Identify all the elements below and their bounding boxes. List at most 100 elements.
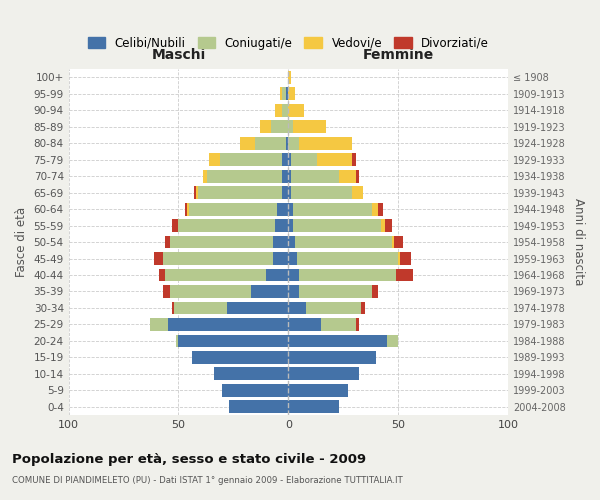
Bar (286, 136, 289, 149)
Bar (290, 186, 352, 199)
Bar (299, 136, 352, 149)
Text: Femmine: Femmine (362, 48, 434, 62)
Bar (289, 186, 290, 199)
Bar (299, 285, 372, 298)
Bar (289, 384, 347, 397)
Bar (295, 236, 392, 248)
Bar (290, 153, 317, 166)
Bar (289, 368, 359, 380)
Legend: Celibi/Nubili, Coniugati/e, Vedovi/e, Divorziati/e: Celibi/Nubili, Coniugati/e, Vedovi/e, Di… (88, 37, 489, 50)
Bar (356, 170, 359, 182)
Bar (293, 202, 372, 215)
Bar (289, 104, 304, 117)
Bar (321, 318, 356, 331)
Bar (339, 170, 356, 182)
Bar (293, 219, 380, 232)
Bar (289, 318, 321, 331)
Bar (361, 302, 365, 314)
Bar (273, 252, 289, 265)
Bar (289, 252, 297, 265)
Bar (277, 202, 289, 215)
Bar (178, 334, 289, 347)
Bar (190, 202, 277, 215)
Bar (379, 202, 383, 215)
Bar (385, 219, 392, 232)
Text: Maschi: Maschi (151, 48, 206, 62)
Bar (289, 153, 290, 166)
Bar (282, 87, 286, 100)
Bar (229, 400, 289, 413)
Bar (297, 252, 398, 265)
Bar (167, 318, 289, 331)
Bar (387, 334, 398, 347)
Bar (289, 351, 376, 364)
Bar (240, 136, 256, 149)
Bar (289, 400, 339, 413)
Bar (163, 285, 170, 298)
Bar (271, 120, 289, 133)
Bar (207, 170, 282, 182)
Bar (352, 186, 363, 199)
Bar (289, 302, 306, 314)
Bar (198, 186, 282, 199)
Y-axis label: Fasce di età: Fasce di età (15, 207, 28, 277)
Bar (372, 202, 379, 215)
Bar (163, 252, 273, 265)
Bar (256, 136, 286, 149)
Bar (289, 136, 299, 149)
Bar (317, 153, 352, 166)
Bar (220, 153, 282, 166)
Bar (260, 120, 271, 133)
Bar (275, 104, 282, 117)
Bar (282, 153, 289, 166)
Bar (223, 384, 289, 397)
Bar (372, 285, 379, 298)
Bar (176, 334, 178, 347)
Bar (286, 87, 289, 100)
Bar (289, 202, 293, 215)
Bar (356, 318, 359, 331)
Bar (280, 87, 282, 100)
Bar (170, 285, 251, 298)
Bar (203, 170, 207, 182)
Bar (282, 170, 289, 182)
Bar (396, 268, 413, 281)
Bar (289, 120, 293, 133)
Bar (289, 236, 295, 248)
Bar (166, 268, 266, 281)
Text: Popolazione per età, sesso e stato civile - 2009: Popolazione per età, sesso e stato civil… (12, 452, 366, 466)
Bar (299, 268, 396, 281)
Bar (178, 219, 275, 232)
Bar (166, 236, 170, 248)
Y-axis label: Anni di nascita: Anni di nascita (572, 198, 585, 286)
Bar (290, 170, 339, 182)
Bar (159, 268, 166, 281)
Bar (282, 104, 289, 117)
Bar (214, 368, 289, 380)
Bar (266, 268, 289, 281)
Text: COMUNE DI PIANDIMELETO (PU) - Dati ISTAT 1° gennaio 2009 - Elaborazione TUTTITAL: COMUNE DI PIANDIMELETO (PU) - Dati ISTAT… (12, 476, 403, 485)
Bar (289, 170, 290, 182)
Bar (392, 236, 394, 248)
Bar (306, 302, 361, 314)
Bar (289, 71, 290, 84)
Bar (398, 252, 400, 265)
Bar (172, 219, 178, 232)
Bar (251, 285, 289, 298)
Bar (227, 302, 289, 314)
Bar (174, 302, 227, 314)
Bar (273, 236, 289, 248)
Bar (289, 87, 295, 100)
Bar (185, 202, 187, 215)
Bar (282, 186, 289, 199)
Bar (289, 334, 387, 347)
Bar (380, 219, 385, 232)
Bar (194, 186, 196, 199)
Bar (196, 186, 198, 199)
Bar (172, 302, 174, 314)
Bar (191, 351, 289, 364)
Bar (289, 268, 299, 281)
Bar (150, 318, 167, 331)
Bar (293, 120, 326, 133)
Bar (187, 202, 190, 215)
